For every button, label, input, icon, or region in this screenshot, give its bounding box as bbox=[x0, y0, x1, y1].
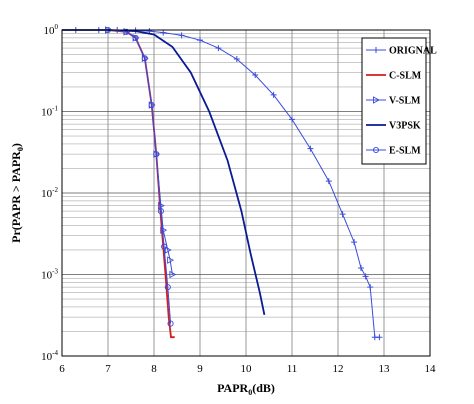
data-point-v-slm bbox=[160, 226, 168, 234]
series-orignal bbox=[72, 27, 383, 341]
x-tick-label: 13 bbox=[379, 363, 391, 375]
data-point-orignal bbox=[252, 72, 259, 79]
data-point-orignal bbox=[270, 91, 277, 98]
tick-labels: 6 7 8 9 10 11 12 13 14 100 10-1 10-2 10-3 10-4 bbox=[41, 23, 436, 375]
legend-label-orignal: ORIGNAL bbox=[389, 46, 437, 57]
x-tick-label: 6 bbox=[59, 363, 65, 375]
data-point-e-slm bbox=[123, 28, 130, 35]
x-tick-label: 10 bbox=[241, 363, 253, 375]
legend-item-v3psk: V3PSK bbox=[366, 121, 421, 132]
data-point-orignal bbox=[160, 29, 167, 36]
legend-box bbox=[361, 37, 427, 165]
x-tick-label: 11 bbox=[287, 363, 298, 375]
data-point-e-slm bbox=[167, 320, 174, 327]
legend-marker-e-slm bbox=[372, 146, 380, 154]
legend-item-e-slm: E-SLM bbox=[366, 146, 421, 157]
x-axis-label: PAPR0(dB) bbox=[217, 381, 275, 397]
legend-marker-orignal bbox=[373, 47, 379, 53]
data-point-v-slm bbox=[169, 270, 177, 279]
data-point-v-slm bbox=[167, 256, 175, 264]
x-tick-label: 7 bbox=[105, 363, 111, 375]
legend-marker-v-slm bbox=[373, 96, 380, 104]
data-point-orignal bbox=[233, 56, 240, 63]
legend-label-c-slm: C-SLM bbox=[389, 71, 422, 82]
y-tick-label: 10-2 bbox=[41, 186, 58, 200]
data-point-orignal bbox=[197, 37, 203, 44]
legend-item-c-slm: C-SLM bbox=[366, 71, 422, 82]
legend-label-v-slm: V-SLM bbox=[389, 96, 421, 107]
data-point-e-slm bbox=[132, 34, 139, 41]
data-point-v-slm bbox=[164, 246, 172, 254]
legend-item-v-slm: V-SLM bbox=[366, 96, 421, 107]
data-point-e-slm bbox=[164, 284, 171, 291]
legend-label-e-slm: E-SLM bbox=[389, 146, 421, 157]
data-point-e-slm bbox=[157, 208, 164, 215]
data-point-orignal bbox=[358, 265, 364, 272]
series-line-v3psk bbox=[62, 29, 266, 315]
plot-frame bbox=[61, 29, 431, 357]
series-e-slm bbox=[104, 26, 174, 327]
series-line-c-slm bbox=[107, 29, 175, 339]
data-point-orignal bbox=[339, 211, 346, 218]
y-axis-label: Pr(PAPR > PAPR0) bbox=[9, 143, 25, 243]
legend-item-orignal: ORIGNAL bbox=[366, 46, 437, 57]
data-point-orignal bbox=[178, 32, 185, 39]
legend-label-v3psk: V3PSK bbox=[389, 121, 421, 132]
data-point-e-slm bbox=[161, 243, 168, 250]
series-v-slm bbox=[105, 26, 177, 279]
data-point-v-slm bbox=[157, 201, 165, 210]
y-tick-label: 10-3 bbox=[41, 268, 58, 282]
series-line-e-slm bbox=[107, 29, 172, 324]
series-layer bbox=[62, 26, 383, 341]
x-tick-label: 9 bbox=[197, 363, 203, 375]
data-point-orignal bbox=[307, 145, 314, 152]
series-line-orignal bbox=[75, 29, 380, 338]
data-point-orignal bbox=[215, 45, 222, 52]
x-tick-label: 8 bbox=[151, 363, 157, 375]
data-point-e-slm bbox=[141, 55, 148, 62]
data-point-orignal bbox=[362, 273, 369, 280]
y-tick-label: 10-1 bbox=[41, 105, 58, 119]
legend: ORIGNAL C-SLM V-SLM V3PSK E-SLM bbox=[361, 37, 437, 165]
data-point-orignal bbox=[376, 334, 383, 341]
data-point-orignal bbox=[367, 284, 374, 291]
series-c-slm bbox=[107, 29, 175, 339]
data-point-e-slm bbox=[148, 101, 155, 109]
y-tick-label: 100 bbox=[44, 23, 59, 37]
data-point-orignal bbox=[325, 178, 332, 185]
series-v3psk bbox=[62, 29, 266, 315]
data-point-orignal bbox=[289, 116, 295, 123]
y-tick-label: 10-4 bbox=[41, 349, 58, 363]
data-point-e-slm bbox=[153, 151, 160, 158]
x-tick-label: 12 bbox=[333, 363, 344, 375]
x-tick-label: 14 bbox=[425, 363, 437, 375]
data-point-orignal bbox=[351, 239, 358, 246]
